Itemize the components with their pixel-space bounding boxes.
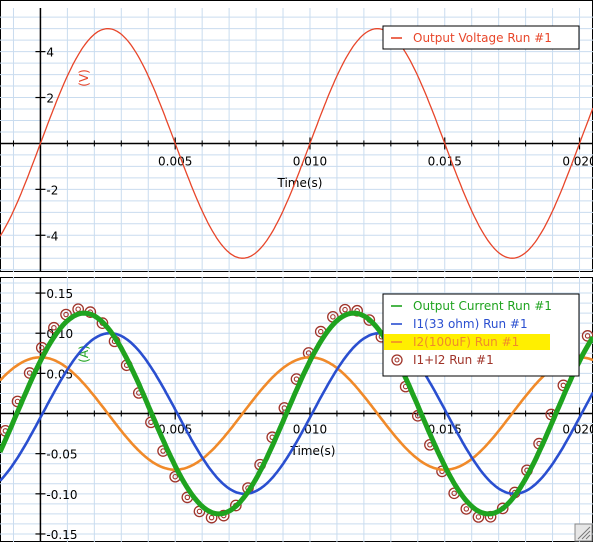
resize-grip-line: [585, 534, 591, 540]
data-point-inner: [172, 473, 178, 480]
legend-label: I1(33 ohm) Run #1: [413, 317, 528, 331]
legend-label: I1+I2 Run #1: [413, 353, 494, 367]
data-point: [363, 314, 376, 326]
legend-swatch: [391, 354, 403, 366]
legend-label: Output Current Run #1: [413, 299, 552, 313]
current-chart: 0.005 0.010 0.015 0.020-0.15-0.10-0.050.050…: [0, 277, 593, 542]
x-axis-label: Time(s): [290, 444, 336, 458]
data-point: [96, 317, 109, 329]
legend: Output Current Run #1 I1(33 ohm) Run #1 I2…: [382, 293, 580, 377]
x-axis-label: Time(s): [277, 176, 323, 190]
data-point-inner: [330, 314, 336, 320]
data-point-inner: [39, 345, 45, 351]
series-line: [0, 310, 593, 517]
y-tick-label: 0.15: [46, 287, 73, 301]
y-tick-label: -0.05: [46, 448, 77, 462]
voltage-chart-panel: 0.005 0.010 0.015 0.020 -4 -2 2 4 Time(s) (V) Outp…: [0, 0, 593, 272]
voltage-chart: 0.005 0.010 0.015 0.020 -4 -2 2 4 Time(s) (V) Outp…: [0, 0, 593, 272]
legend: Output Voltage Run #1: [382, 25, 580, 50]
x-tick-label: 0.015: [428, 154, 462, 168]
data-point-inner: [342, 306, 348, 313]
data-point-inner: [51, 324, 57, 331]
x-tick-label: 0.020: [562, 154, 593, 168]
resize-grip[interactable]: [574, 523, 593, 542]
resize-grip-line: [577, 526, 591, 540]
data-point-inner: [184, 494, 191, 501]
y-tick-label: 4: [46, 46, 54, 60]
x-tick-label: 0.005: [158, 154, 192, 168]
data-point-inner: [196, 508, 203, 515]
legend-label: Output Voltage Run #1: [413, 31, 552, 45]
data-point-inner: [318, 328, 324, 335]
data-point-inner: [463, 506, 470, 512]
data-point-inner: [475, 514, 482, 520]
y-tick-label: 2: [46, 92, 54, 106]
y-tick-label: -0.15: [46, 528, 77, 542]
resize-grip-box[interactable]: [574, 523, 593, 542]
current-chart-panel: 0.005 0.010 0.015 0.020 -0.15 -0.10 -0.05 0.05 0…: [0, 277, 593, 542]
data-point-inner: [584, 333, 591, 339]
y-tick-label: -4: [46, 229, 58, 243]
data-point: [230, 499, 242, 512]
resize-grip-line: [581, 530, 591, 540]
x-tick-label: 0.010: [293, 154, 327, 168]
data-point: [496, 502, 509, 515]
y-tick-label: -0.10: [46, 488, 77, 502]
data-point-inner: [305, 350, 312, 356]
y-tick-label: -2: [46, 183, 58, 197]
x-tick-label: 0.020: [562, 423, 593, 437]
y-axis-label: (V): [77, 69, 91, 87]
data-point-inner: [75, 306, 81, 312]
legend-label: I2(100uF) Run #1: [413, 335, 519, 349]
series-line: [0, 331, 593, 496]
data-point-inner: [63, 311, 69, 318]
data-point-inner: [26, 370, 33, 376]
legend-highlight: [384, 334, 550, 350]
data-point-inner: [208, 514, 215, 521]
series-line: [0, 356, 593, 471]
legend-swatch-inner: [394, 357, 400, 363]
series-line: [0, 28, 593, 259]
data-point-inner: [451, 490, 457, 497]
x-tick-label: 0.010: [293, 423, 327, 437]
legend-box: [382, 25, 580, 50]
